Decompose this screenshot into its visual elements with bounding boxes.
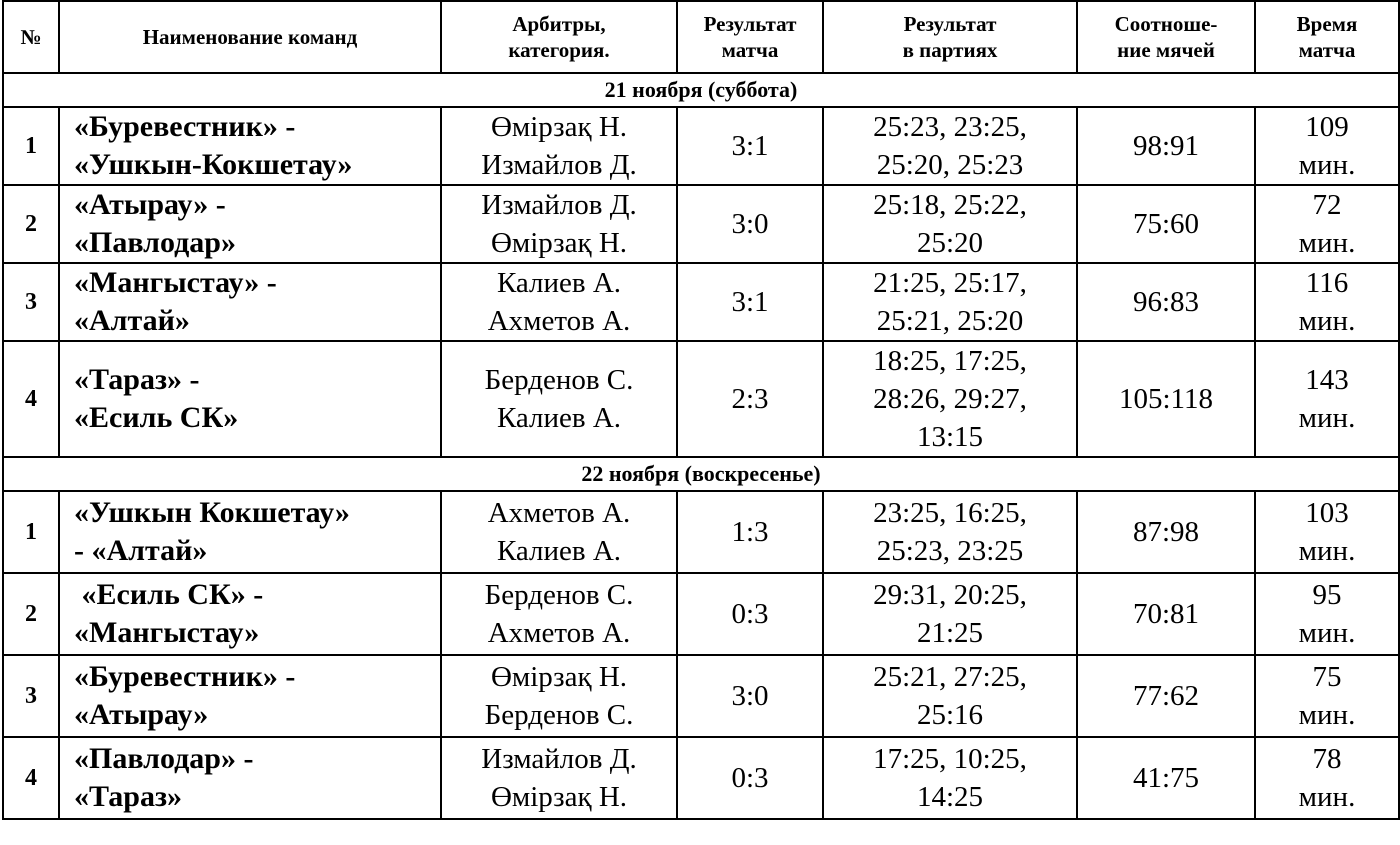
match-referees: Измайлов Д. Өмірзақ Н.	[441, 185, 677, 263]
match-referees: Өмірзақ Н. Берденов С.	[441, 655, 677, 737]
match-row: 3 «Буревестник» - «Атырау» Өмірзақ Н. Бе…	[3, 655, 1399, 737]
match-result: 3:0	[677, 185, 823, 263]
match-ratio: 96:83	[1077, 263, 1255, 341]
match-time: 116 мин.	[1255, 263, 1399, 341]
match-row: 1 «Буревестник» - «Ушкын-Кокшетау» Өмірз…	[3, 107, 1399, 185]
match-num: 3	[3, 655, 59, 737]
match-sets: 17:25, 10:25, 14:25	[823, 737, 1077, 819]
match-result: 0:3	[677, 737, 823, 819]
match-ratio: 41:75	[1077, 737, 1255, 819]
match-num: 3	[3, 263, 59, 341]
match-teams: «Буревестник» - «Ушкын-Кокшетау»	[59, 107, 441, 185]
match-sets: 25:23, 23:25, 25:20, 25:23	[823, 107, 1077, 185]
header-row: № Наименование команд Арбитры, категория…	[3, 1, 1399, 73]
header-sets: Результат в партиях	[823, 1, 1077, 73]
match-teams: «Есиль СК» - «Мангыстау»	[59, 573, 441, 655]
match-referees: Калиев А. Ахметов А.	[441, 263, 677, 341]
match-num: 2	[3, 185, 59, 263]
match-result: 3:1	[677, 107, 823, 185]
day-title: 22 ноября (воскресенье)	[3, 457, 1399, 491]
match-ratio: 87:98	[1077, 491, 1255, 573]
match-referees: Өмірзақ Н. Измайлов Д.	[441, 107, 677, 185]
match-num: 4	[3, 341, 59, 457]
match-teams: «Тараз» - «Есиль СК»	[59, 341, 441, 457]
match-ratio: 77:62	[1077, 655, 1255, 737]
header-ratio: Соотноше- ние мячей	[1077, 1, 1255, 73]
day-row: 21 ноября (суббота)	[3, 73, 1399, 107]
match-time: 78 мин.	[1255, 737, 1399, 819]
header-teams: Наименование команд	[59, 1, 441, 73]
match-time: 95 мин.	[1255, 573, 1399, 655]
match-ratio: 70:81	[1077, 573, 1255, 655]
match-time: 109 мин.	[1255, 107, 1399, 185]
match-time: 75 мин.	[1255, 655, 1399, 737]
match-teams: «Буревестник» - «Атырау»	[59, 655, 441, 737]
match-row: 4 «Павлодар» - «Тараз» Измайлов Д. Өмірз…	[3, 737, 1399, 819]
match-referees: Берденов С. Калиев А.	[441, 341, 677, 457]
match-row: 1 «Ушкын Кокшетау» - «Алтай» Ахметов А. …	[3, 491, 1399, 573]
match-row: 4 «Тараз» - «Есиль СК» Берденов С. Калие…	[3, 341, 1399, 457]
match-referees: Берденов С. Ахметов А.	[441, 573, 677, 655]
day-row: 22 ноября (воскресенье)	[3, 457, 1399, 491]
match-num: 4	[3, 737, 59, 819]
results-table: № Наименование команд Арбитры, категория…	[2, 0, 1400, 820]
match-row: 3 «Мангыстау» - «Алтай» Калиев А. Ахмето…	[3, 263, 1399, 341]
match-result: 1:3	[677, 491, 823, 573]
match-row: 2 «Атырау» - «Павлодар» Измайлов Д. Өмір…	[3, 185, 1399, 263]
match-teams: «Мангыстау» - «Алтай»	[59, 263, 441, 341]
match-sets: 21:25, 25:17, 25:21, 25:20	[823, 263, 1077, 341]
match-result: 2:3	[677, 341, 823, 457]
match-referees: Ахметов А. Калиев А.	[441, 491, 677, 573]
match-sets: 25:18, 25:22, 25:20	[823, 185, 1077, 263]
match-num: 1	[3, 491, 59, 573]
match-teams: «Ушкын Кокшетау» - «Алтай»	[59, 491, 441, 573]
header-num: №	[3, 1, 59, 73]
match-time: 143 мин.	[1255, 341, 1399, 457]
match-sets: 29:31, 20:25, 21:25	[823, 573, 1077, 655]
match-time: 72 мин.	[1255, 185, 1399, 263]
match-result: 3:0	[677, 655, 823, 737]
header-result: Результат матча	[677, 1, 823, 73]
match-result: 0:3	[677, 573, 823, 655]
match-num: 2	[3, 573, 59, 655]
match-num: 1	[3, 107, 59, 185]
match-sets: 18:25, 17:25, 28:26, 29:27, 13:15	[823, 341, 1077, 457]
match-ratio: 98:91	[1077, 107, 1255, 185]
match-teams: «Атырау» - «Павлодар»	[59, 185, 441, 263]
header-time: Время матча	[1255, 1, 1399, 73]
match-result: 3:1	[677, 263, 823, 341]
match-ratio: 105:118	[1077, 341, 1255, 457]
header-referees: Арбитры, категория.	[441, 1, 677, 73]
match-teams: «Павлодар» - «Тараз»	[59, 737, 441, 819]
match-time: 103 мин.	[1255, 491, 1399, 573]
match-referees: Измайлов Д. Өмірзақ Н.	[441, 737, 677, 819]
match-ratio: 75:60	[1077, 185, 1255, 263]
match-sets: 25:21, 27:25, 25:16	[823, 655, 1077, 737]
match-sets: 23:25, 16:25, 25:23, 23:25	[823, 491, 1077, 573]
match-row: 2 «Есиль СК» - «Мангыстау» Берденов С. А…	[3, 573, 1399, 655]
day-title: 21 ноября (суббота)	[3, 73, 1399, 107]
